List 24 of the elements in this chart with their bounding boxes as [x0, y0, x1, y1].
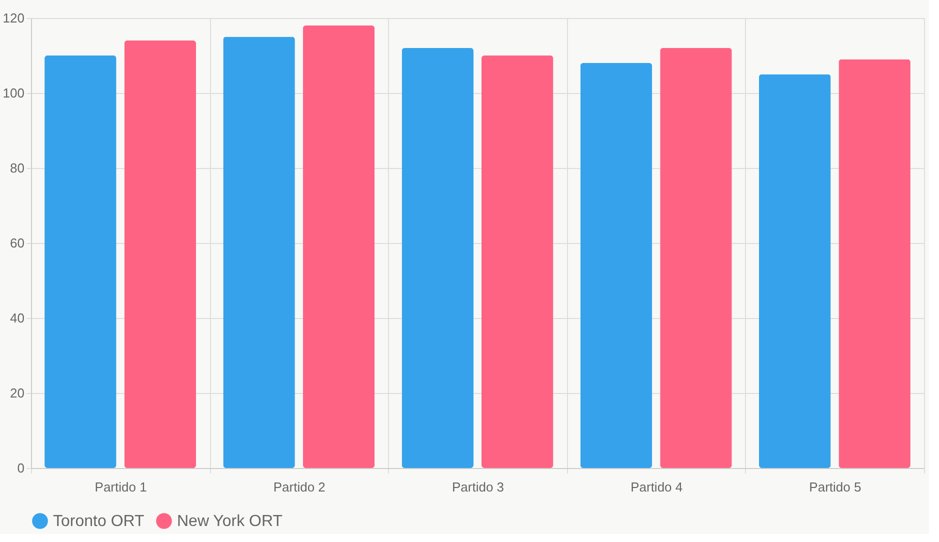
- bar: [302, 26, 375, 468]
- y-tick-label: 80: [10, 160, 24, 176]
- y-tick-label: 100: [2, 86, 24, 100]
- bar: [758, 74, 831, 468]
- legend-label: New York ORT: [177, 513, 283, 530]
- bar: [44, 56, 116, 468]
- x-tick-label: Partido 5: [809, 480, 862, 494]
- bar: [838, 59, 910, 468]
- y-tick-label: 40: [10, 310, 24, 326]
- legend-label: Toronto ORT: [53, 513, 145, 530]
- bar: [402, 48, 474, 468]
- y-tick-label: 20: [10, 386, 24, 400]
- bar: [124, 40, 196, 468]
- y-tick-label: 0: [17, 460, 24, 476]
- bar: [481, 56, 554, 468]
- y-tick-label: 120: [2, 10, 24, 26]
- bar: [580, 63, 652, 468]
- bar: [223, 36, 295, 468]
- y-tick-label: 60: [10, 236, 24, 250]
- x-tick-label: Partido 3: [452, 480, 504, 494]
- bar: [660, 48, 732, 468]
- x-tick-label: Partido 1: [94, 480, 147, 494]
- x-tick-label: Partido 2: [273, 480, 326, 494]
- x-tick-label: Partido 4: [630, 480, 683, 494]
